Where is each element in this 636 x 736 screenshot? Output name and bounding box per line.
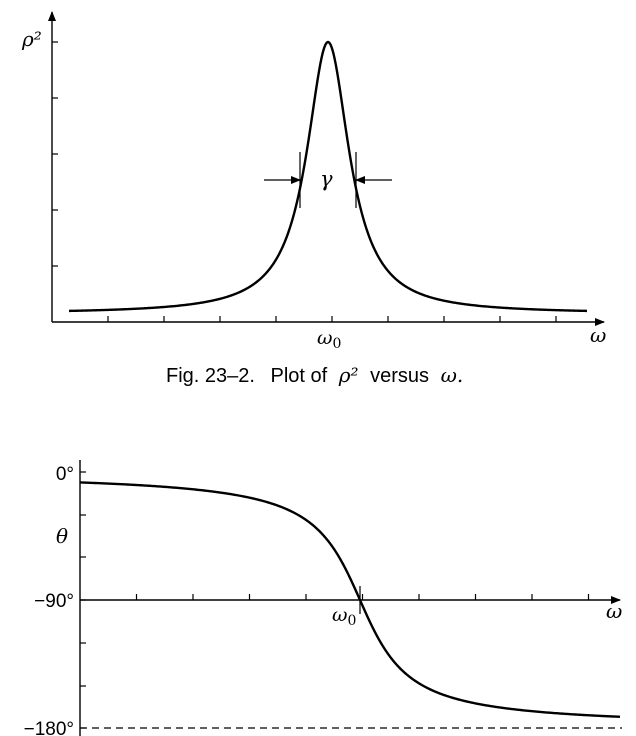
gamma-annotation: γ [264,152,392,208]
caption-omega: ω. [441,363,464,387]
ytick-label-0: 0° [56,464,74,485]
bottom-y-label: θ [56,524,68,548]
caption: Fig. 23–2. Plot of ρ² versus ω. [166,363,463,387]
phase-curve [79,481,621,718]
chart-resonance: ρ² ω γ ω0 Fig. 23–2. Plot of ρ² versus ω… [21,11,606,387]
top-x-label: ω [590,323,606,347]
top-y-label: ρ² [21,27,42,51]
bottom-y-ticks [80,471,86,729]
top-x-ticks [107,316,557,322]
ytick-label-90: −90° [34,591,74,612]
caption-versus: versus [370,365,429,387]
bottom-x-label: ω [606,599,622,623]
caption-text: Plot of [271,365,328,387]
caption-symbol: ρ² [338,363,359,387]
top-omega0-label: ω0 [317,327,341,352]
resonance-curve [68,40,588,313]
gamma-label: γ [320,167,333,191]
bottom-omega0-label: ω0 [332,604,356,629]
ytick-label-180: −180° [24,719,74,736]
caption-prefix: Fig. 23–2. [166,365,255,387]
chart-phase: 0° −90° −180° θ ω ω0 [24,460,622,736]
bottom-x-ticks [135,594,590,600]
top-y-ticks [52,41,58,267]
